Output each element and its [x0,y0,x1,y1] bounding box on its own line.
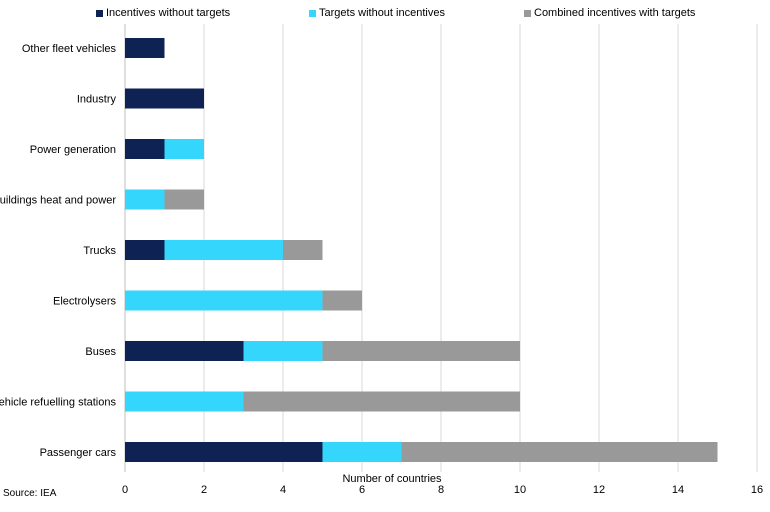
x-tick-label: 6 [359,484,365,496]
bar-segment-combined [401,442,718,462]
x-tick-label: 16 [751,484,763,496]
x-tick-label: 8 [438,484,444,496]
x-tick-label: 12 [593,484,605,496]
category-label: Trucks [83,245,116,257]
category-label: Industry [77,94,117,106]
bar-segment-combined [322,290,362,311]
category-label: Electrolysers [53,296,116,308]
x-tick-label: 10 [514,484,526,496]
bar-segment-combined [243,391,520,412]
legend-label-combined: Combined incentives with targets [534,7,696,19]
legend-item-targets: Targets without incentives [309,7,445,19]
category-label: Passenger cars [40,447,117,459]
bar-segment-targets [125,391,244,412]
x-tick-label: 0 [122,484,128,496]
category-label: Vehicle refuelling stations [0,397,116,409]
legend: Incentives without targets Targets witho… [0,7,770,23]
x-tick-label: 4 [280,484,286,496]
legend-swatch-combined [524,9,531,17]
bar-segment-targets [164,240,283,260]
x-axis-title: Number of countries [342,473,442,485]
bar-segment-incentives [125,38,165,58]
bar-segment-incentives [125,341,244,361]
bar-segment-targets [322,442,402,462]
bar-segment-combined [322,341,520,361]
bar-segment-targets [164,139,204,159]
bar-segment-targets [125,189,165,210]
legend-item-incentives: Incentives without targets [96,7,230,19]
bar-segment-incentives [125,442,323,462]
bars [125,38,718,462]
legend-swatch-targets [309,9,316,17]
bar-segment-targets [125,290,323,311]
category-label: Other fleet vehicles [22,43,117,55]
bar-segment-incentives [125,88,204,109]
legend-label-targets: Targets without incentives [319,7,445,19]
category-label: Power generation [30,144,116,156]
bar-segment-combined [283,240,323,260]
source-note: Source: IEA [3,488,57,499]
x-tick-label: 14 [672,484,684,496]
legend-label-incentives: Incentives without targets [106,7,231,19]
category-label: Buildings heat and power [0,195,116,207]
bar-segment-combined [164,189,204,210]
bar-segment-targets [243,341,323,361]
category-label: Buses [85,346,116,358]
legend-item-combined: Combined incentives with targets [524,7,695,19]
bar-segment-incentives [125,240,165,260]
bar-segment-incentives [125,139,165,159]
labels: 0 2 4 6 8 10 12 14 16 Number of countries Other fl… [0,43,763,496]
x-tick-label: 2 [201,484,207,496]
legend-swatch-incentives [96,9,103,17]
